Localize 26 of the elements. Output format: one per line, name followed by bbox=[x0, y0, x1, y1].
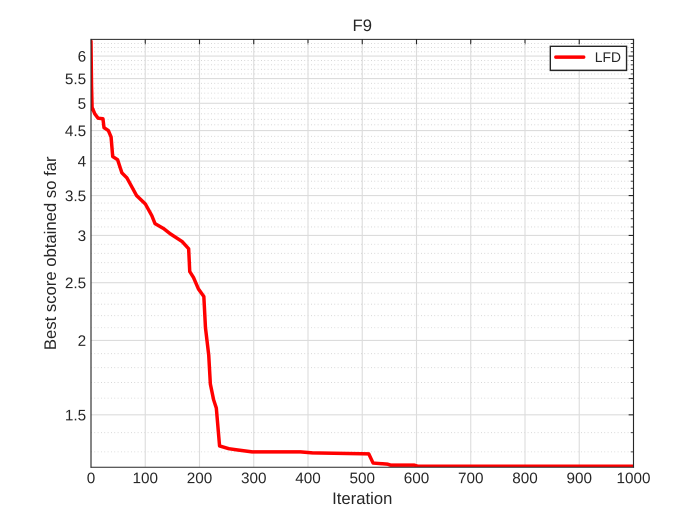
x-axis-title: Iteration bbox=[334, 492, 392, 504]
y-tick-label: 4.5 bbox=[65, 126, 86, 136]
legend-label: LFD bbox=[596, 52, 620, 62]
y-tick-label: 1.5 bbox=[66, 410, 86, 421]
x-tick-label: 100 bbox=[134, 472, 158, 484]
x-tick-label: 1000 bbox=[618, 472, 650, 484]
x-tick-label: 0 bbox=[87, 472, 95, 484]
x-tick-label: 500 bbox=[350, 472, 374, 484]
y-tick-label: 3 bbox=[78, 230, 86, 242]
y-tick-label: 2.5 bbox=[66, 278, 86, 288]
x-tick-label: 600 bbox=[404, 472, 429, 484]
x-tick-label: 800 bbox=[512, 472, 538, 484]
y-tick-label: 6 bbox=[78, 50, 86, 62]
y-tick-label: 5.5 bbox=[66, 74, 86, 84]
y-axis-title: Best score obtained so far bbox=[44, 156, 56, 349]
y-tick-label: 4 bbox=[78, 156, 86, 167]
x-tick-label: 900 bbox=[567, 472, 592, 484]
x-tick-label: 200 bbox=[188, 472, 212, 484]
y-tick-label: 2 bbox=[78, 335, 86, 346]
chart-title: F9 bbox=[354, 19, 372, 32]
y-tick-label: 3.5 bbox=[65, 190, 86, 202]
x-tick-label: 300 bbox=[242, 472, 266, 484]
line-series bbox=[91, 40, 634, 468]
y-tick-label: 5 bbox=[78, 98, 86, 109]
x-tick-label: 400 bbox=[296, 472, 320, 484]
x-tick-label: 700 bbox=[458, 472, 483, 484]
